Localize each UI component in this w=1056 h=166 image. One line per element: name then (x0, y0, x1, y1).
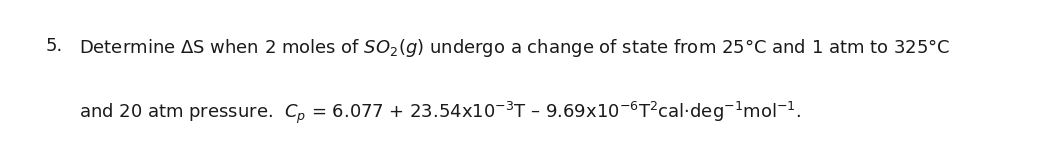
Text: Determine ΔS when 2 moles of $SO_2(g)$ undergo a change of state from 25°C and 1: Determine ΔS when 2 moles of $SO_2(g)$ u… (79, 37, 950, 59)
Text: and 20 atm pressure.  $C_p$ = 6.077 + 23.54x10$^{-3}$T – 9.69x10$^{-6}$T$^2$cal·: and 20 atm pressure. $C_p$ = 6.077 + 23.… (79, 100, 802, 126)
Text: 5.: 5. (45, 37, 62, 54)
